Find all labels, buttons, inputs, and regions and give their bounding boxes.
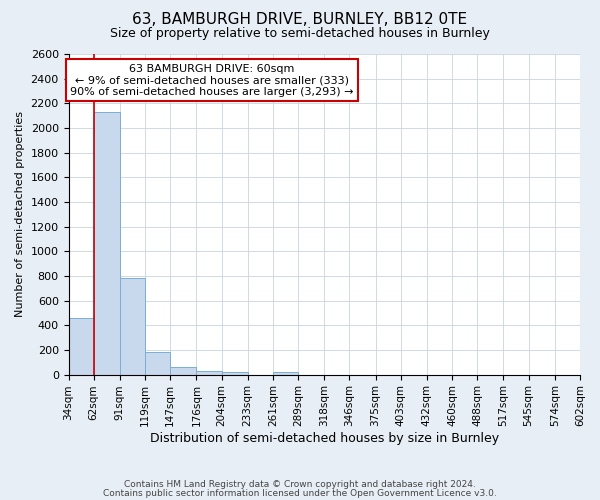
- Text: Contains public sector information licensed under the Open Government Licence v3: Contains public sector information licen…: [103, 488, 497, 498]
- Bar: [221, 372, 248, 374]
- Bar: [170, 368, 196, 374]
- Bar: [273, 372, 298, 374]
- Bar: [145, 352, 170, 374]
- Text: 63, BAMBURGH DRIVE, BURNLEY, BB12 0TE: 63, BAMBURGH DRIVE, BURNLEY, BB12 0TE: [133, 12, 467, 28]
- X-axis label: Distribution of semi-detached houses by size in Burnley: Distribution of semi-detached houses by …: [150, 432, 499, 445]
- Text: Contains HM Land Registry data © Crown copyright and database right 2024.: Contains HM Land Registry data © Crown c…: [124, 480, 476, 489]
- Bar: [94, 112, 120, 374]
- Bar: [68, 318, 94, 374]
- Text: Size of property relative to semi-detached houses in Burnley: Size of property relative to semi-detach…: [110, 28, 490, 40]
- Y-axis label: Number of semi-detached properties: Number of semi-detached properties: [15, 112, 25, 318]
- Bar: [196, 370, 221, 374]
- Text: 63 BAMBURGH DRIVE: 60sqm
← 9% of semi-detached houses are smaller (333)
90% of s: 63 BAMBURGH DRIVE: 60sqm ← 9% of semi-de…: [70, 64, 353, 97]
- Bar: [120, 278, 145, 374]
